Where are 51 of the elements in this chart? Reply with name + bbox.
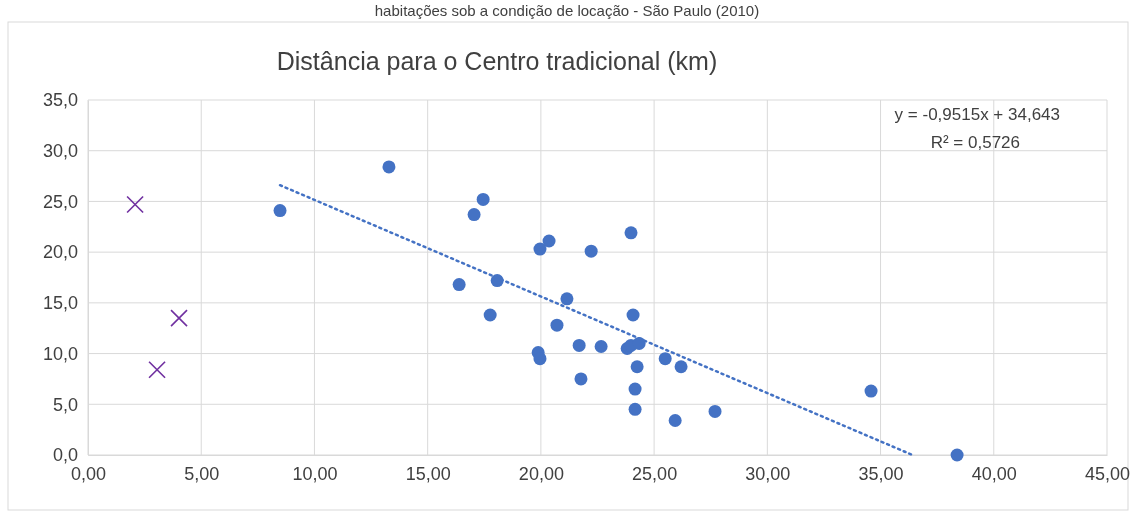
point [574, 372, 588, 386]
point [626, 308, 640, 322]
annotation: y = -0,9515x + 34,643 [894, 105, 1060, 124]
point [668, 414, 682, 428]
point [630, 360, 644, 374]
point [550, 318, 564, 332]
x-tick-label: 30,00 [745, 463, 791, 484]
x-tick-label: 45,00 [1084, 463, 1131, 484]
point [533, 242, 547, 256]
x-tick-label: 10,00 [292, 463, 338, 484]
point [624, 226, 638, 240]
point [476, 192, 490, 206]
point [170, 309, 188, 327]
y-tick-label: 30,0 [42, 140, 78, 161]
point [382, 160, 396, 174]
y-tick-label: 35,0 [42, 90, 78, 111]
point [628, 402, 642, 416]
x-tick-label: 35,00 [858, 463, 904, 484]
x-tick-label: 20,00 [518, 463, 564, 484]
y-tick-label: 15,0 [42, 293, 78, 314]
chart-subtitle: habitações sob a condição de locação - São Paulo (2010) [374, 2, 760, 19]
point [273, 204, 287, 218]
x-tick-label: 40,00 [971, 463, 1017, 484]
point [864, 384, 878, 398]
point [594, 339, 608, 353]
point [584, 244, 598, 258]
point [483, 308, 497, 322]
point [452, 278, 466, 292]
point [658, 352, 672, 366]
annotation: R² = 0,5726 [930, 133, 1020, 152]
y-tick-label: 20,0 [42, 242, 78, 263]
point [674, 360, 688, 374]
chart-title: Distância para o Centro tradicional (km) [276, 47, 718, 75]
y-tick-label: 10,0 [42, 343, 78, 364]
point [560, 292, 574, 306]
x-tick-label: 5,00 [184, 463, 220, 484]
y-tick-label: 0,0 [52, 445, 78, 466]
x-tick-label: 15,00 [405, 463, 451, 484]
y-tick-label: 25,0 [42, 191, 78, 212]
point [950, 448, 964, 462]
y-tick-label: 5,0 [52, 394, 78, 415]
point [628, 382, 642, 396]
point [542, 234, 556, 248]
point [708, 404, 722, 418]
x-tick-label: 0,00 [70, 463, 107, 484]
point [572, 338, 586, 352]
point [126, 195, 144, 214]
point [467, 208, 481, 222]
point [533, 352, 547, 366]
point [148, 361, 166, 379]
x-tick-label: 25,00 [632, 463, 678, 484]
